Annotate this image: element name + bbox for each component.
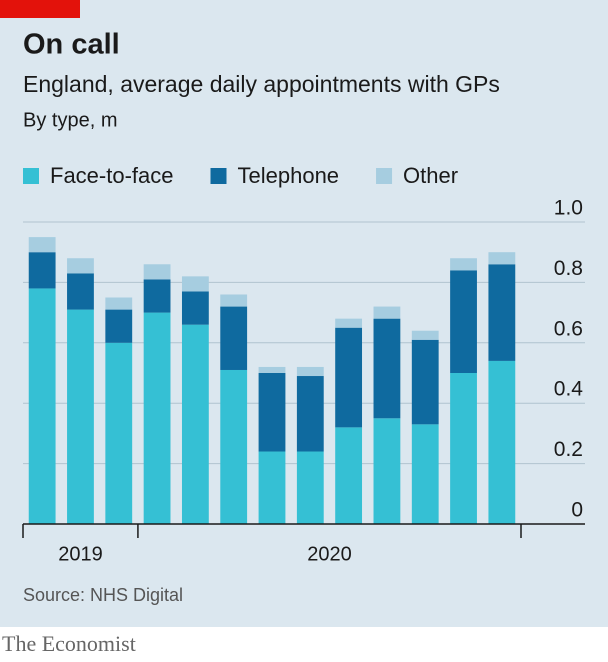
bar-segment: [181, 276, 209, 292]
bar-segment: [28, 252, 56, 289]
bar-segment: [335, 318, 363, 328]
brand: The Economist: [2, 631, 136, 656]
footer-background: [0, 627, 608, 662]
bar-segment: [143, 264, 171, 280]
bar-segment: [67, 273, 94, 310]
bar-segment: [105, 297, 133, 310]
bar-segment: [411, 330, 439, 340]
bar-segment: [450, 270, 477, 373]
chart-subtitle: England, average daily appointments with…: [23, 71, 500, 97]
y-tick-label: 1.0: [554, 197, 583, 220]
bar-segment: [220, 369, 248, 524]
legend-swatch: [376, 168, 393, 184]
bar-segment: [181, 324, 209, 524]
source: Source: NHS Digital: [23, 585, 183, 605]
bar-segment: [258, 451, 286, 524]
bar-segment: [67, 258, 94, 274]
y-tick-label: 0.4: [554, 378, 584, 401]
bar-segment: [296, 376, 324, 452]
bar-segment: [143, 279, 171, 313]
bar-segment: [488, 360, 516, 524]
bar-segment: [181, 291, 209, 325]
bar-segment: [488, 264, 516, 361]
bar-segment: [411, 424, 439, 524]
legend-label: Other: [403, 163, 458, 188]
bar-segment: [296, 366, 324, 377]
bar-segment: [411, 339, 439, 425]
bar-segment: [28, 288, 56, 524]
bar-segment: [373, 306, 401, 319]
legend-swatch: [210, 168, 227, 184]
chart-title: On call: [23, 29, 120, 61]
bar-segment: [105, 342, 133, 524]
bar-segment: [450, 258, 477, 271]
legend-label: Face-to-face: [50, 163, 174, 188]
bar-segment: [28, 237, 56, 253]
brand-tag: [0, 0, 80, 18]
bar-segment: [488, 252, 516, 265]
bar-segment: [220, 294, 248, 307]
legend-label: Telephone: [238, 163, 340, 188]
legend-swatch: [23, 168, 39, 184]
bar-segment: [143, 312, 171, 524]
bar-segment: [105, 309, 133, 343]
y-tick-label: 0.6: [554, 317, 583, 340]
bar-segment: [258, 373, 286, 452]
bar-segment: [373, 318, 401, 419]
bar-segment: [258, 366, 286, 373]
bar-segment: [373, 418, 401, 524]
bar-segment: [220, 306, 248, 370]
y-tick-label: 0: [571, 499, 583, 522]
x-group-label: 2019: [58, 543, 103, 565]
bar-segment: [296, 451, 324, 524]
unit-label: By type, m: [23, 109, 117, 131]
y-tick-label: 0.8: [554, 257, 583, 280]
bar-segment: [450, 373, 477, 524]
x-group-label: 2020: [307, 543, 352, 565]
bar-segment: [335, 427, 363, 524]
bar-segment: [67, 309, 94, 524]
y-tick-label: 0.2: [554, 438, 583, 461]
bar-segment: [335, 327, 363, 428]
